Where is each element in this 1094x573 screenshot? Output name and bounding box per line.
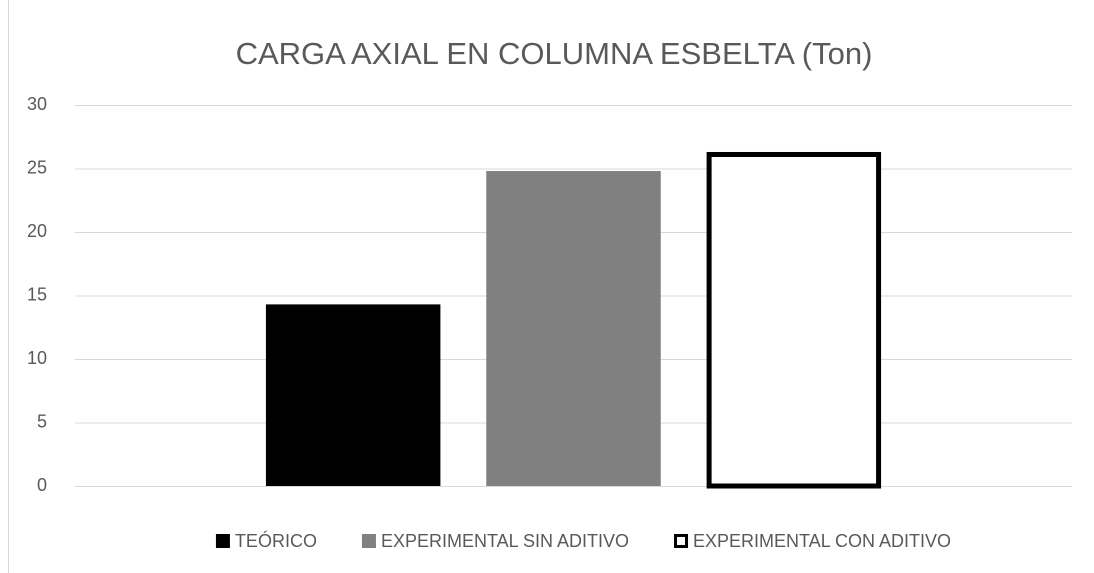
legend-label: EXPERIMENTAL SIN ADITIVO <box>381 531 629 551</box>
chart-title: CARGA AXIAL EN COLUMNA ESBELTA (Ton) <box>236 36 873 71</box>
legend-item: TEÓRICO <box>215 530 317 551</box>
y-tick-label: 15 <box>27 284 47 304</box>
bar <box>265 304 441 486</box>
y-tick-label: 5 <box>37 411 47 431</box>
y-tick-label: 20 <box>27 221 47 241</box>
legend-marker <box>674 534 689 548</box>
y-tick-label: 0 <box>37 475 47 495</box>
legend-item: EXPERIMENTAL CON ADITIVO <box>674 531 951 551</box>
legend-label: TEÓRICO <box>235 530 317 551</box>
y-tick-label: 10 <box>27 348 47 368</box>
legend-item: EXPERIMENTAL SIN ADITIVO <box>361 531 629 551</box>
legend-marker <box>215 534 230 548</box>
y-tick-label: 30 <box>27 94 47 114</box>
legend-marker <box>361 534 376 548</box>
y-tick-label: 25 <box>27 157 47 177</box>
bar <box>486 171 661 487</box>
legend-label: EXPERIMENTAL CON ADITIVO <box>693 531 951 551</box>
bar <box>706 151 882 489</box>
